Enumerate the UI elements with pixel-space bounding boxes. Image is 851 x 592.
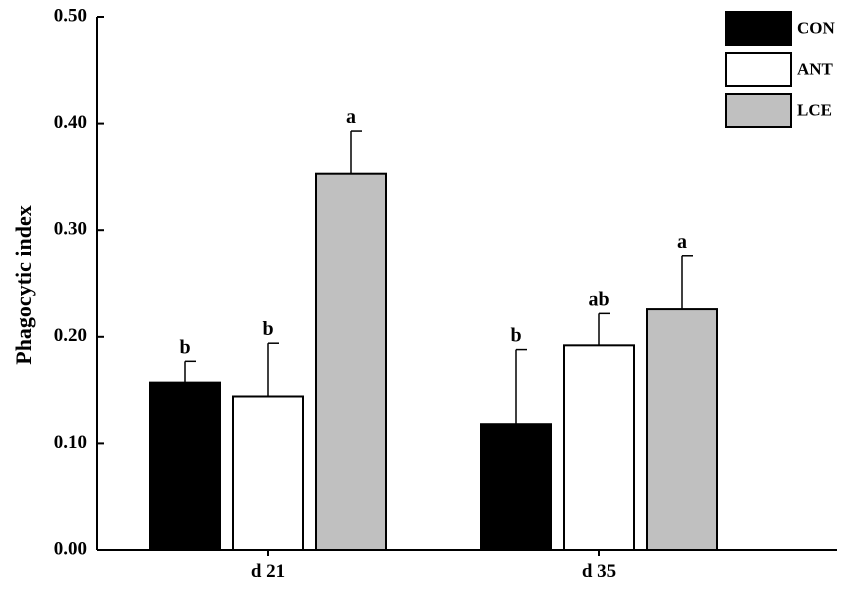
legend-label: ANT <box>797 59 834 78</box>
significance-label: a <box>677 231 687 253</box>
y-tick-label: 0.20 <box>54 325 87 346</box>
bar <box>480 423 552 552</box>
legend-swatch <box>725 93 792 128</box>
bar <box>563 344 635 551</box>
y-tick-label: 0.50 <box>54 5 87 26</box>
y-tick-label: 0.00 <box>54 538 87 559</box>
legend-swatch <box>725 52 792 87</box>
significance-label: ab <box>588 288 609 310</box>
bar <box>646 308 718 552</box>
significance-label: b <box>262 318 273 340</box>
y-tick-label: 0.30 <box>54 219 87 240</box>
legend-label: CON <box>797 18 836 37</box>
significance-label: b <box>510 325 521 347</box>
x-tick-label: d 21 <box>251 561 285 582</box>
significance-label: a <box>346 106 356 128</box>
x-tick-label: d 35 <box>582 561 616 582</box>
significance-label: b <box>179 336 190 358</box>
y-tick-label: 0.40 <box>54 112 87 133</box>
bar <box>315 172 387 551</box>
bar <box>232 395 304 551</box>
y-axis-title: Phagocytic index <box>11 205 36 365</box>
legend-swatch <box>725 11 792 46</box>
y-tick-label: 0.10 <box>54 432 87 453</box>
legend: CON ANT LCE <box>725 11 836 128</box>
legend-label: LCE <box>797 100 832 119</box>
bar <box>149 381 221 551</box>
